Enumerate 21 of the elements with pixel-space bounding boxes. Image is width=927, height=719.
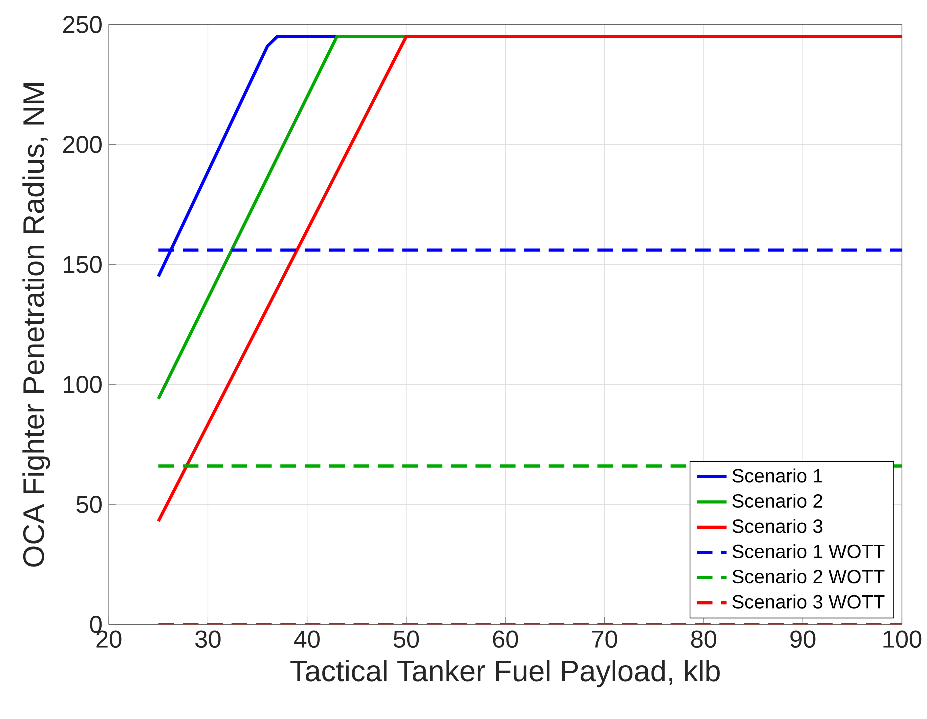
x-tick-label: 30 [196,630,221,648]
x-tick-label: 100 [884,630,922,648]
y-tick-label: 200 [63,136,102,154]
legend-label: Scenario 2 [732,494,822,508]
legend-label: Scenario 3 [732,519,823,534]
legend-label: Scenario 3 WOTT [732,594,885,609]
x-tick-label: 60 [493,630,518,648]
y-tick-label: 250 [63,16,102,34]
legend-label: Scenario 2 WOTT [732,570,885,584]
y-tick-label: 50 [76,496,102,514]
x-axis-title: Tactical Tanker Fuel Payload, klb [290,660,720,688]
x-tick-label: 90 [790,630,816,648]
legend-label: Scenario 1 WOTT [732,544,885,559]
legend-label: Scenario 1 [732,468,823,483]
x-tick-label: 70 [592,630,618,648]
x-tick-label: 50 [394,630,420,648]
y-tick-label: 100 [64,376,102,394]
y-tick-label: 150 [64,256,102,274]
x-tick-label: 40 [294,630,320,648]
y-axis-title: OCA Fighter Penetration Radius, NM [22,84,50,568]
x-tick-label: 80 [691,630,717,648]
